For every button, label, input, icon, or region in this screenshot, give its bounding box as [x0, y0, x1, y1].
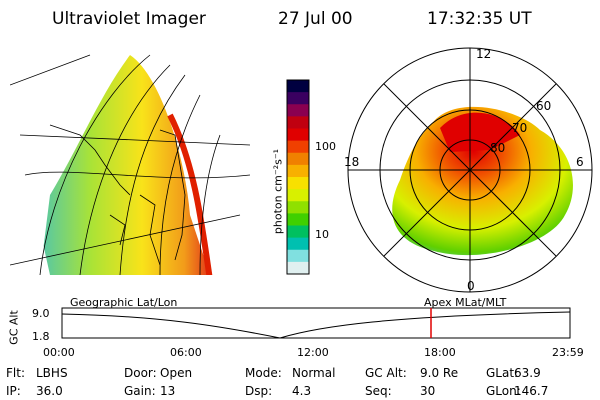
colorbar-stripe	[287, 152, 309, 166]
mlt-label-0: 0	[467, 279, 475, 293]
aurora-oval-map	[40, 55, 210, 275]
colorbar-stripe	[287, 261, 309, 275]
mlt-label-6: 6	[576, 155, 584, 169]
info-label: GLat:	[486, 366, 519, 380]
xtick-0600: 06:00	[170, 346, 202, 359]
info-value: 9.0 Re	[420, 366, 459, 380]
info-label: GC Alt:	[365, 366, 407, 380]
info-label: Door:	[124, 366, 157, 380]
colorbar-unit-label: photon cm⁻²s⁻¹	[271, 148, 285, 235]
info-value: Open	[160, 366, 193, 380]
geographic-map	[10, 54, 251, 276]
timeline-left-label: Geographic Lat/Lon	[70, 296, 178, 309]
colorbar-stripe	[287, 237, 309, 251]
xtick-1200: 12:00	[297, 346, 329, 359]
info-label: Dsp:	[245, 384, 273, 398]
colorbar-stripe	[287, 249, 309, 263]
info-label: Mode:	[245, 366, 282, 380]
info-label: IP:	[6, 384, 21, 398]
colorbar-stripe	[287, 177, 309, 190]
colorbar-stripe	[287, 140, 309, 154]
info-value: 36.0	[36, 384, 63, 398]
info-value: 63.9	[514, 366, 541, 380]
colorbar-tick-100: 100	[315, 140, 336, 153]
mlt-label-18: 18	[344, 155, 359, 169]
xtick-2359: 23:59	[552, 346, 584, 359]
colorbar-stripe	[287, 128, 309, 142]
lat-label-70: 70	[512, 121, 527, 135]
colorbar-tick-10: 10	[315, 228, 329, 241]
colorbar-stripe	[287, 164, 309, 178]
info-value: 146.7	[514, 384, 549, 398]
info-label: Flt:	[6, 366, 25, 380]
xtick-0000: 00:00	[43, 346, 75, 359]
colorbar-stripe	[287, 104, 309, 117]
timeline-plot	[61, 307, 571, 339]
timeline-axis-label: GC Alt	[7, 310, 21, 345]
mlt-label-12: 12	[476, 47, 491, 61]
lat-label-60: 60	[536, 99, 551, 113]
timeline-right-label: Apex MLat/MLT	[424, 296, 507, 309]
info-value: 13	[160, 384, 176, 398]
timeline-ytick-bottom: 1.8	[32, 330, 50, 343]
info-value: 4.3	[292, 384, 312, 398]
info-value: Normal	[292, 366, 336, 380]
app-title: Ultraviolet Imager	[52, 9, 206, 29]
colorbar-stripe	[287, 116, 309, 129]
info-label: GLon:	[486, 384, 521, 398]
colorbar	[286, 79, 310, 275]
colorbar-stripe	[287, 225, 309, 239]
colorbar-stripe	[287, 213, 309, 226]
polar-plot: 12 18 6 0 60 70 80	[344, 47, 593, 293]
colorbar-stripe	[287, 92, 309, 105]
info-value: LBHS	[36, 366, 68, 380]
colorbar-stripe	[287, 80, 309, 93]
date-label: 27 Jul 00	[278, 9, 353, 29]
colorbar-stripe	[287, 189, 309, 202]
time-label: 17:32:35 UT	[427, 9, 532, 29]
info-label: Seq:	[365, 384, 392, 398]
aurora-oval-polar	[392, 106, 573, 256]
colorbar-stripe	[287, 201, 309, 214]
xtick-1800: 18:00	[424, 346, 456, 359]
info-value: 30	[420, 384, 436, 398]
lat-label-80: 80	[490, 141, 505, 155]
info-label: Gain:	[124, 384, 156, 398]
timeline-ytick-top: 9.0	[32, 307, 50, 320]
